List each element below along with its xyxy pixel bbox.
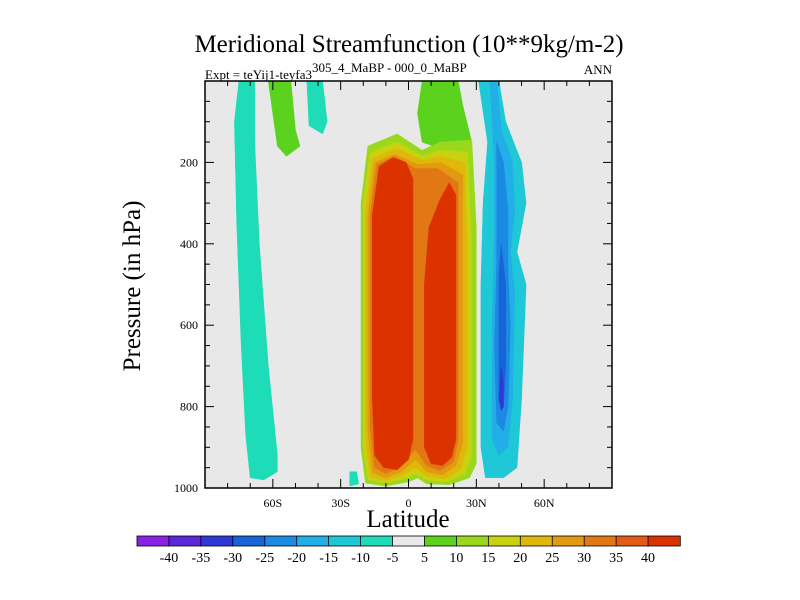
x-axis-label: Latitude	[366, 506, 449, 533]
ferrel-level-neg30	[498, 365, 504, 411]
y-tick-label: 1000	[174, 481, 198, 495]
colorbar-box	[136, 535, 170, 547]
colorbar-label: 10	[449, 551, 463, 566]
y-tick-label: 600	[180, 318, 198, 332]
colorbar-box	[360, 535, 394, 547]
colorbar-label: -20	[287, 551, 306, 566]
y-tick-label: 200	[180, 155, 198, 169]
colorbar-label: 5	[421, 551, 428, 566]
subtitle-left: Expt = teYij1-teyfa3305_4_MaBP - 000_0_M…	[205, 60, 467, 82]
colorbar-label: -10	[351, 551, 370, 566]
x-tick-label: 0	[406, 496, 412, 510]
nh-hadley-core-40	[424, 182, 457, 466]
colorbar-box	[456, 535, 490, 547]
colorbar-box	[232, 535, 266, 547]
sh-weak-negative-cell	[234, 80, 278, 481]
colorbar-label: -30	[223, 551, 242, 566]
y-tick-label: 800	[180, 400, 198, 414]
x-tick-label: 30S	[331, 496, 350, 510]
colorbar-label: -5	[387, 551, 399, 566]
x-tick-label: 30N	[466, 496, 487, 510]
colorbar-box	[615, 535, 649, 547]
colorbar-label: 25	[545, 551, 559, 566]
colorbar-label: 40	[641, 551, 655, 566]
colorbar-box	[392, 535, 426, 547]
subtitle-left-super: 305_4_MaBP - 000_0_MaBP	[312, 60, 467, 75]
colorbar-label: 20	[513, 551, 527, 566]
colorbar-label: -15	[319, 551, 338, 566]
colorbar-box	[168, 535, 202, 547]
colorbar-box	[647, 535, 681, 547]
y-axis-label: Pressure (in hPa)	[119, 201, 146, 372]
chart-title: Meridional Streamfunction (10**9kg/m-2)	[194, 31, 623, 58]
colorbar-box	[264, 535, 298, 547]
axis-ticks: 60S 30S 0 30N 60N 200 400 600 800 1000	[174, 81, 612, 510]
sh-upper-positive-tongue	[268, 80, 301, 157]
colorbar-label: -25	[255, 551, 274, 566]
x-tick-label: 60N	[534, 496, 555, 510]
colorbar-box	[296, 535, 330, 547]
contour-regions	[234, 80, 527, 487]
y-tick-label: 400	[180, 237, 198, 251]
colorbar-label: -35	[192, 551, 211, 566]
x-tick-label: 60S	[263, 496, 282, 510]
subtitle-left-main: Expt = teYij1-teyfa3	[205, 67, 312, 82]
colorbar-label: 35	[609, 551, 623, 566]
subtitle-right: ANN	[584, 62, 613, 77]
colorbar-box	[583, 535, 617, 547]
colorbar-box	[424, 535, 458, 547]
colorbar-box	[551, 535, 585, 547]
colorbar-box	[487, 535, 521, 547]
colorbar-label: -40	[160, 551, 179, 566]
colorbar: -40 -35 -30 -25 -20 -15 -10 -5 5 10 15 20 25 30 35 40	[136, 535, 681, 566]
hadley-core-40	[372, 157, 414, 470]
colorbar-box	[519, 535, 553, 547]
sh-lower-negative-strip	[349, 471, 360, 487]
colorbar-label: 15	[481, 551, 495, 566]
colorbar-label: 30	[577, 551, 591, 566]
colorbar-box	[200, 535, 234, 547]
colorbar-box	[328, 535, 362, 547]
